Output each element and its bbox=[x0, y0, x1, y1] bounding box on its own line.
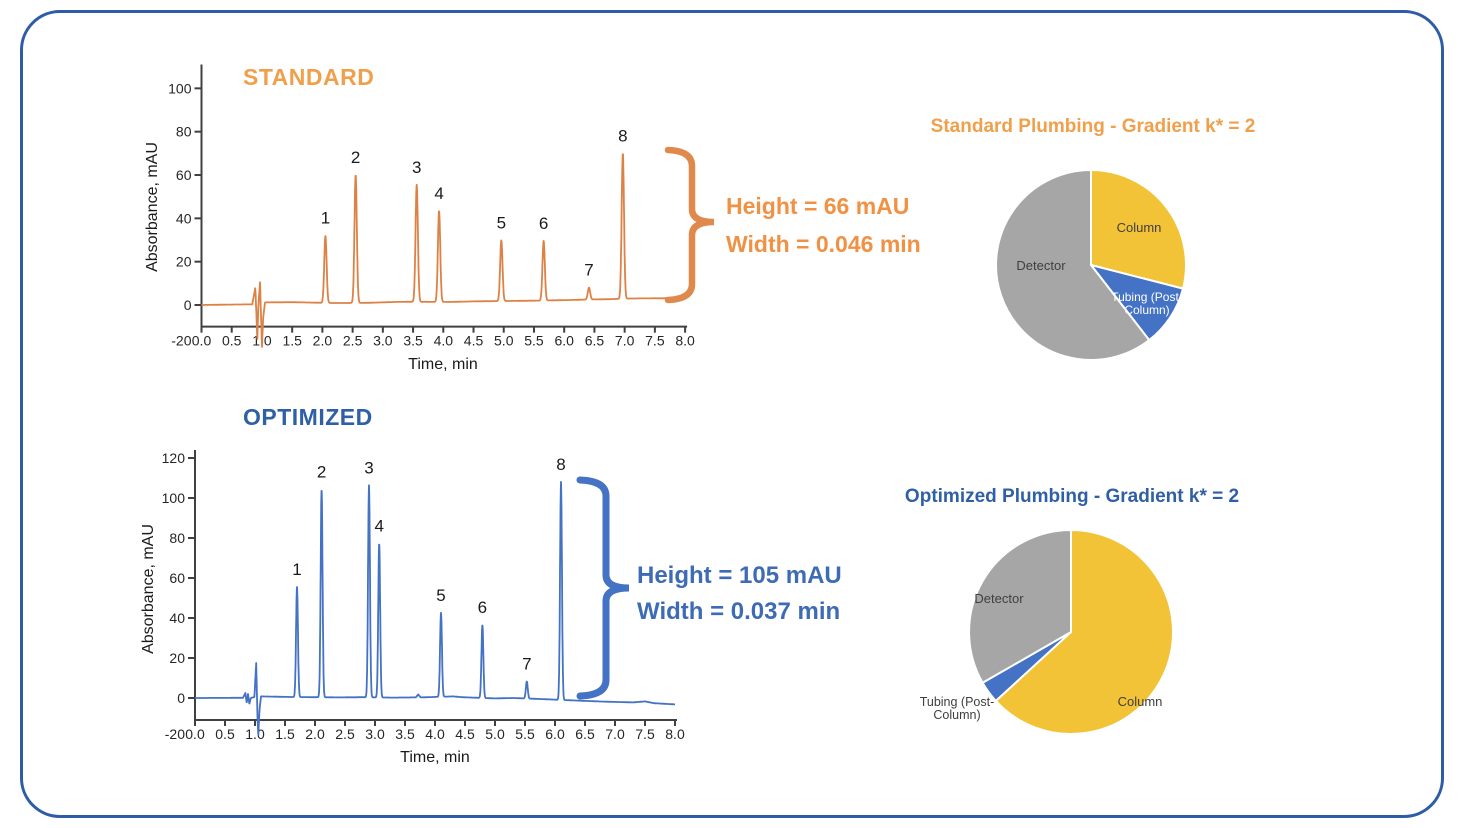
svg-text:0.0: 0.0 bbox=[185, 726, 205, 742]
svg-text:0: 0 bbox=[184, 297, 192, 313]
svg-text:8: 8 bbox=[618, 127, 627, 146]
svg-text:4.5: 4.5 bbox=[464, 333, 484, 349]
optimized-y-axis-title: Absorbance, mAU bbox=[140, 524, 157, 654]
svg-text:0.5: 0.5 bbox=[215, 726, 235, 742]
svg-text:4.0: 4.0 bbox=[434, 333, 454, 349]
svg-text:4.0: 4.0 bbox=[425, 726, 445, 742]
svg-text:Column: Column bbox=[1117, 220, 1162, 235]
svg-text:7: 7 bbox=[522, 655, 531, 674]
svg-text:6.5: 6.5 bbox=[585, 333, 605, 349]
svg-text:0.5: 0.5 bbox=[222, 333, 242, 349]
svg-text:2.0: 2.0 bbox=[313, 333, 333, 349]
svg-text:4.5: 4.5 bbox=[455, 726, 475, 742]
standard-annotation-width: Width = 0.046 min bbox=[726, 231, 921, 257]
svg-text:8.0: 8.0 bbox=[665, 726, 685, 742]
svg-text:40: 40 bbox=[169, 610, 185, 626]
svg-text:20: 20 bbox=[176, 254, 192, 270]
svg-text:Detector: Detector bbox=[974, 591, 1024, 606]
svg-text:5: 5 bbox=[436, 586, 445, 605]
svg-text:-20: -20 bbox=[171, 333, 191, 349]
standard-chart-title: STANDARD bbox=[243, 64, 375, 90]
svg-text:2: 2 bbox=[317, 462, 326, 481]
svg-text:6: 6 bbox=[539, 214, 548, 233]
svg-text:Column: Column bbox=[1118, 694, 1163, 709]
svg-text:Tubing (Post-: Tubing (Post- bbox=[920, 695, 995, 709]
svg-text:60: 60 bbox=[169, 570, 185, 586]
svg-text:Tubing (Post-: Tubing (Post- bbox=[1111, 290, 1183, 304]
svg-text:8.0: 8.0 bbox=[675, 333, 695, 349]
svg-text:120: 120 bbox=[162, 450, 186, 466]
svg-text:0: 0 bbox=[177, 690, 185, 706]
svg-text:80: 80 bbox=[169, 530, 185, 546]
svg-text:1: 1 bbox=[292, 560, 301, 579]
svg-text:1: 1 bbox=[321, 209, 330, 228]
svg-text:2.5: 2.5 bbox=[343, 333, 363, 349]
svg-text:3.5: 3.5 bbox=[395, 726, 415, 742]
svg-text:6: 6 bbox=[478, 598, 487, 617]
svg-text:3: 3 bbox=[412, 158, 421, 177]
svg-text:100: 100 bbox=[162, 490, 186, 506]
optimized-x-axis-title: Time, min bbox=[400, 749, 470, 766]
svg-text:7.5: 7.5 bbox=[645, 333, 665, 349]
svg-text:2: 2 bbox=[351, 148, 360, 167]
optimized-annotation-width: Width = 0.037 min bbox=[637, 598, 841, 625]
svg-text:7.0: 7.0 bbox=[605, 726, 625, 742]
optimized-pie-title: Optimized Plumbing - Gradient k* = 2 bbox=[904, 486, 1240, 507]
svg-text:40: 40 bbox=[176, 210, 192, 226]
svg-text:5.5: 5.5 bbox=[515, 726, 535, 742]
svg-text:5.0: 5.0 bbox=[494, 333, 514, 349]
svg-text:6.0: 6.0 bbox=[554, 333, 574, 349]
svg-text:7.5: 7.5 bbox=[635, 726, 655, 742]
svg-text:7: 7 bbox=[584, 261, 593, 280]
standard-annotation-height: Height = 66 mAU bbox=[726, 193, 910, 219]
svg-text:60: 60 bbox=[176, 167, 192, 183]
svg-text:20: 20 bbox=[169, 650, 185, 666]
svg-text:1.0: 1.0 bbox=[245, 726, 265, 742]
svg-text:4: 4 bbox=[434, 184, 443, 203]
svg-text:2.5: 2.5 bbox=[335, 726, 355, 742]
svg-text:5: 5 bbox=[497, 213, 506, 232]
svg-text:6.5: 6.5 bbox=[575, 726, 595, 742]
slide-border bbox=[20, 10, 1444, 818]
svg-text:4: 4 bbox=[374, 516, 383, 535]
svg-text:-20: -20 bbox=[165, 726, 185, 742]
svg-text:5.0: 5.0 bbox=[485, 726, 505, 742]
svg-text:3.0: 3.0 bbox=[373, 333, 393, 349]
svg-text:Detector: Detector bbox=[1016, 258, 1066, 273]
standard-y-axis-title: Absorbance, mAU bbox=[144, 142, 161, 272]
optimized-annotation-height: Height = 105 mAU bbox=[637, 562, 842, 589]
svg-text:2.0: 2.0 bbox=[305, 726, 325, 742]
svg-text:80: 80 bbox=[176, 124, 192, 140]
svg-text:1.5: 1.5 bbox=[275, 726, 295, 742]
svg-text:3.5: 3.5 bbox=[403, 333, 423, 349]
svg-text:0.0: 0.0 bbox=[192, 333, 212, 349]
svg-text:8: 8 bbox=[556, 455, 565, 474]
svg-text:3.0: 3.0 bbox=[365, 726, 385, 742]
svg-text:7.0: 7.0 bbox=[615, 333, 635, 349]
standard-x-axis-title: Time, min bbox=[408, 356, 478, 373]
optimized-chart-title: OPTIMIZED bbox=[243, 404, 373, 430]
svg-text:5.5: 5.5 bbox=[524, 333, 544, 349]
standard-pie-title: Standard Plumbing - Gradient k* = 2 bbox=[930, 116, 1256, 137]
svg-text:6.0: 6.0 bbox=[545, 726, 565, 742]
svg-text:Column): Column) bbox=[933, 708, 980, 722]
svg-text:100: 100 bbox=[168, 80, 192, 96]
svg-text:3: 3 bbox=[364, 458, 373, 477]
svg-text:1.5: 1.5 bbox=[282, 333, 302, 349]
svg-text:Column): Column) bbox=[1124, 303, 1169, 317]
